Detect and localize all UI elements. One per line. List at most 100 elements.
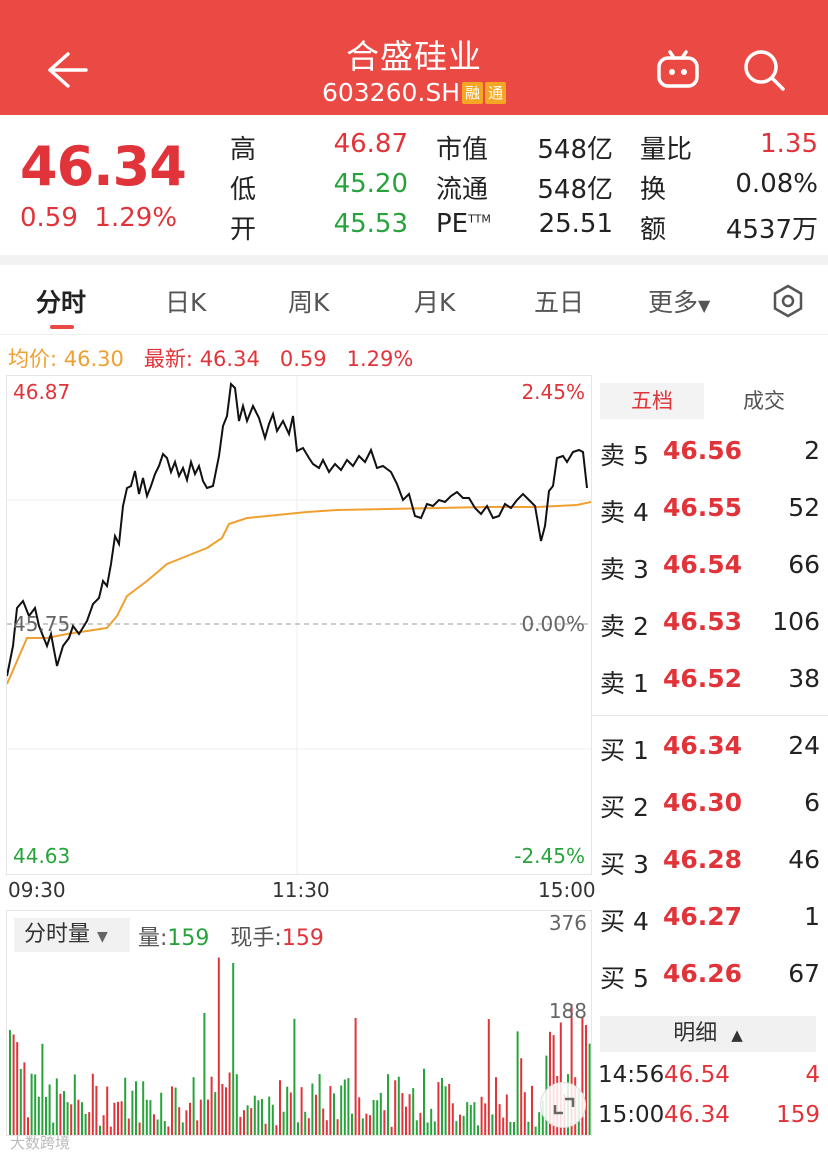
volume-bar [347, 1078, 350, 1135]
ask-level-volume: 38 [788, 664, 820, 693]
volume-bar [181, 1122, 184, 1135]
volume-bar [343, 1079, 346, 1135]
tab-monthly-k[interactable]: 月K [414, 288, 456, 317]
volume-bar [37, 1096, 40, 1135]
bid-level-volume: 67 [788, 959, 820, 988]
robot-assistant-icon[interactable] [656, 48, 700, 92]
bid-level-price: 46.27 [663, 902, 743, 931]
volume-bar [228, 1072, 231, 1135]
volume-bar [16, 1042, 19, 1135]
ask-level-label: 卖 1 [600, 669, 649, 698]
ask-level-price: 46.56 [663, 436, 743, 465]
volume-bar [84, 1114, 87, 1135]
tick-price: 46.34 [664, 1102, 730, 1128]
volume-bar [322, 1108, 325, 1135]
volume-bar [300, 1087, 303, 1135]
tab-intraday[interactable]: 分时 [36, 288, 87, 317]
tab-five-day[interactable]: 五日 [534, 288, 585, 317]
volume-bar [91, 1073, 94, 1135]
volume-bar [124, 1077, 127, 1135]
time-axis-mid: 11:30 [272, 878, 330, 902]
volume-bar [581, 1017, 584, 1135]
search-icon[interactable] [742, 48, 786, 92]
bid-level-label: 买 2 [600, 793, 649, 822]
volume-bar [412, 1088, 415, 1135]
volume-bar [477, 1125, 479, 1135]
volume-bar [239, 1116, 242, 1135]
volume-bar [9, 1030, 11, 1135]
price-line [7, 381, 588, 677]
volume-bar [268, 1096, 271, 1135]
volume-bar [415, 1120, 418, 1135]
amount-value: 4537万 [725, 215, 818, 245]
book-divider [592, 715, 828, 716]
last-price: 46.34 [20, 135, 187, 198]
volume-bar [354, 1018, 357, 1135]
volume-bar [225, 1087, 227, 1135]
volume-bar [509, 1122, 512, 1135]
ask-level-price: 46.53 [663, 607, 743, 636]
volume-bar [70, 1104, 73, 1135]
volume-bar [185, 1110, 188, 1135]
caret-down-icon: ▼ [698, 296, 711, 315]
ask-level-label: 卖 3 [600, 555, 649, 584]
volume-bar [437, 1082, 440, 1135]
volume-bar [379, 1092, 382, 1135]
settings-hexagon-icon[interactable] [770, 283, 806, 319]
volume-bar [513, 1122, 515, 1135]
ask-level-price: 46.52 [663, 664, 743, 693]
volume-bar [73, 1074, 76, 1135]
time-axis-end: 15:00 [538, 878, 596, 902]
tab-daily-k[interactable]: 日K [165, 288, 207, 317]
volume-bar [271, 1104, 274, 1135]
volume-bar [59, 1093, 62, 1135]
volume-bar [401, 1093, 404, 1135]
time-axis-start: 09:30 [8, 878, 66, 902]
tab-five-levels[interactable]: 五档 [600, 383, 704, 419]
ask-level-volume: 66 [788, 550, 820, 579]
price-axis-bottom: 44.63 [13, 844, 71, 868]
ask-level-label: 卖 4 [600, 498, 649, 527]
volume-bar [531, 1085, 533, 1135]
volume-bar [131, 1090, 134, 1135]
high-value: 46.87 [333, 129, 408, 159]
tab-trades[interactable]: 成交 [743, 389, 785, 413]
volume-bar [174, 1087, 177, 1135]
volume-bar [27, 1117, 29, 1135]
volume-bar [113, 1102, 116, 1135]
volume-bar [289, 1092, 292, 1135]
volume-bar [293, 1018, 296, 1135]
volume-bar [588, 1043, 591, 1135]
volume-bar [217, 957, 220, 1135]
ask-level-volume: 52 [788, 493, 820, 522]
detail-bar[interactable]: 明细 ▲ [600, 1016, 816, 1052]
volume-bar [527, 1121, 530, 1135]
fullscreen-icon [553, 1097, 575, 1115]
tab-more[interactable]: 更多▼ [648, 283, 710, 319]
volume-info: 量:159 现手:159 [138, 920, 324, 952]
volume-bar [199, 1099, 202, 1135]
volume-bar [541, 1100, 544, 1135]
turnover-value: 0.08% [735, 169, 818, 199]
pct-axis-mid: 0.00% [521, 612, 585, 636]
hand-value: 159 [281, 926, 324, 951]
price-info-line: 均价: 46.30 最新: 46.34 0.59 1.29% [8, 343, 413, 373]
volume-bar [142, 1081, 145, 1135]
volume-bar [192, 1077, 195, 1135]
avg-value: 46.30 [63, 347, 124, 371]
tab-weekly-k[interactable]: 周K [288, 288, 330, 317]
latest-label: 最新: [143, 347, 193, 371]
volume-bar [196, 1120, 199, 1135]
fullscreen-button[interactable] [540, 1082, 586, 1128]
back-arrow-icon[interactable] [42, 46, 90, 94]
volume-type-select[interactable]: 分时量 ▼ [14, 918, 130, 952]
avg-label: 均价: [8, 347, 58, 371]
volume-bar [279, 1080, 281, 1135]
intraday-chart[interactable]: 46.87 45.75 44.63 2.45% 0.00% -2.45% [6, 375, 592, 875]
volume-bar [318, 1074, 321, 1135]
volume-bar [23, 1062, 26, 1135]
active-tab-indicator [50, 325, 74, 329]
avg-price-line [7, 501, 591, 685]
volume-bar [264, 1123, 267, 1135]
turnover-label: 换 [640, 175, 667, 205]
